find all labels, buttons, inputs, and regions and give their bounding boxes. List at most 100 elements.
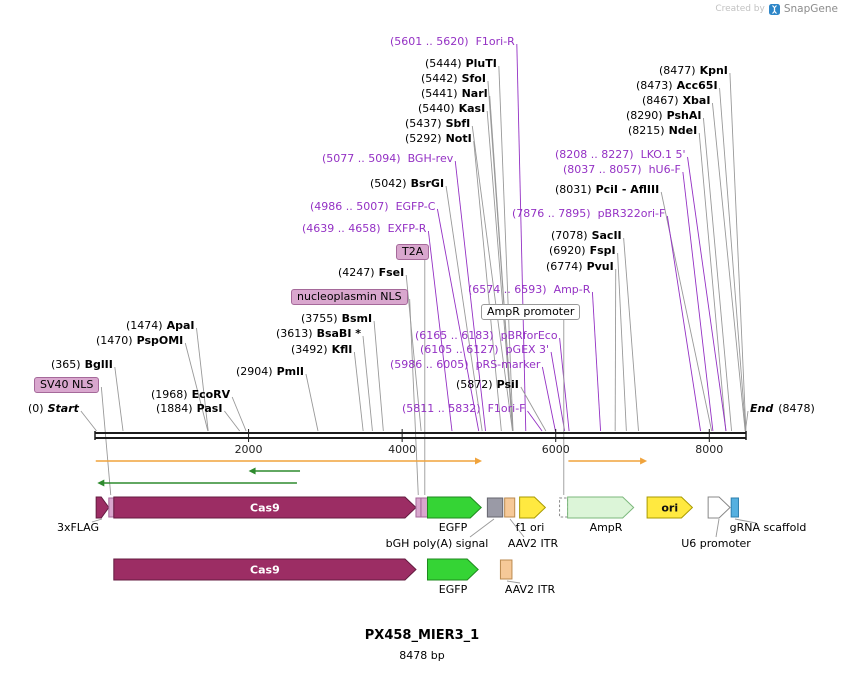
enzyme-site-label-sbfi[interactable]: (5437) SbfI (405, 117, 470, 131)
enzyme-site-label-ecorv[interactable]: (1968) EcoRV (151, 388, 230, 402)
feature-label-u6-promoter[interactable]: U6 promoter (681, 537, 751, 550)
enzyme-site-label-bsabi[interactable]: (3613) BsaBI * (276, 327, 361, 341)
leader-line (486, 110, 514, 432)
feature-egfp[interactable] (426, 558, 479, 581)
primer-label-f1ori-f[interactable]: (5811 .. 5832) F1ori-F (402, 402, 526, 416)
enzyme-site-label-sacii[interactable]: (7078) SacII (551, 229, 622, 243)
primer-label-bgh-rev[interactable]: (5077 .. 5094) BGH-rev (322, 152, 453, 166)
feature-callout-ampr-promoter[interactable]: AmpR promoter (481, 304, 581, 320)
primer-label-hu6-f[interactable]: (8037 .. 8057) hU6-F (563, 163, 681, 177)
feature-ori[interactable] (646, 496, 694, 519)
site-name: NotI (445, 132, 472, 145)
site-position: (3492) (291, 343, 328, 356)
site-name: PspOMI (136, 334, 184, 347)
site-position: (7876 .. 7895) (512, 207, 591, 220)
leader-line (80, 410, 97, 432)
feature-f1-ori[interactable] (519, 496, 547, 519)
feature-aav2-itr[interactable] (499, 559, 513, 580)
map-graphics (94, 429, 747, 581)
primer-label-f1ori-r[interactable]: (5601 .. 5620) F1ori-R (390, 35, 515, 49)
site-name: BGH-rev (407, 152, 454, 165)
site-position: (5437) (405, 117, 442, 130)
feature-label-grna-scaffold[interactable]: gRNA scaffold (729, 521, 807, 534)
leader-line (454, 160, 486, 432)
site-position: (5601 .. 5620) (390, 35, 469, 48)
feature-label-egfp[interactable]: EGFP (438, 521, 468, 534)
site-position: (3613) (276, 327, 313, 340)
primer-label-lko-1-5[interactable]: (8208 .. 8227) LKO.1 5' (555, 148, 686, 162)
sequence-ruler[interactable] (94, 429, 747, 442)
enzyme-site-label-xbai[interactable]: (8467) XbaI (642, 94, 710, 108)
primer-label-egfp-c[interactable]: (4986 .. 5007) EGFP-C (310, 200, 435, 214)
feature-sv40-nls[interactable] (108, 497, 115, 518)
feature-label-line (715, 518, 720, 538)
feature-ampr-promoter[interactable] (559, 497, 569, 518)
end-text: End (750, 402, 774, 415)
feature-label-ampr[interactable]: AmpR (589, 521, 623, 534)
feature-callout-nucleoplasmin-nls[interactable]: nucleoplasmin NLS (291, 289, 408, 305)
primer-label-amp-r[interactable]: (6574 .. 6593) Amp-R (468, 283, 590, 297)
site-position: (1884) (156, 402, 193, 415)
enzyme-site-label-pshai[interactable]: (8290) PshAI (626, 109, 701, 123)
enzyme-site-label-bglii[interactable]: (365) BglII (51, 358, 113, 372)
feature-callout-sv40-nls[interactable]: SV40 NLS (34, 377, 100, 393)
site-name: NarI (461, 87, 488, 100)
feature-grna-scaffold[interactable] (730, 497, 739, 518)
feature-egfp[interactable] (426, 496, 482, 519)
enzyme-site-label-acc65i[interactable]: (8473) Acc65I (636, 79, 718, 93)
primer-label-pbrforeco[interactable]: (6165 .. 6183) pBRforEco (415, 329, 558, 343)
enzyme-site-label-ndei[interactable]: (8215) NdeI (628, 124, 697, 138)
ruler-tick-label-6000: 6000 (541, 443, 570, 456)
feature-label-line (91, 518, 103, 523)
feature-label-egfp[interactable]: EGFP (438, 583, 468, 596)
leader-line (559, 337, 570, 432)
ruler-tick-label-8000: 8000 (695, 443, 724, 456)
feature-t2a[interactable] (420, 497, 428, 518)
watermark-brand: SnapGene (783, 3, 838, 15)
site-position: (8215) (628, 124, 665, 137)
enzyme-site-label-pluti[interactable]: (5444) PluTI (425, 57, 497, 71)
enzyme-site-label-bsrgi[interactable]: (5042) BsrGI (370, 177, 444, 191)
feature-callout-t2a[interactable]: T2A (396, 244, 430, 260)
enzyme-site-label-kfli[interactable]: (3492) KflI (291, 343, 352, 357)
primer-label-exfp-r[interactable]: (4639 .. 4658) EXFP-R (302, 222, 426, 236)
enzyme-site-label-pcii-afliii[interactable]: (8031) PciI - AflIII (555, 183, 659, 197)
site-name: PsiI (496, 378, 519, 391)
feature-ampr[interactable] (567, 496, 635, 519)
feature-label-aav2-itr[interactable]: AAV2 ITR (507, 537, 559, 550)
site-position: (1968) (151, 388, 188, 401)
enzyme-site-label-kasi[interactable]: (5440) KasI (418, 102, 485, 116)
enzyme-site-label-apai[interactable]: (1474) ApaI (126, 319, 194, 333)
enzyme-site-label-pvui[interactable]: (6774) PvuI (546, 260, 614, 274)
feature-bgh-poly-a-signal[interactable] (486, 497, 504, 518)
feature-label-3xflag[interactable]: 3xFLAG (56, 521, 100, 534)
primer-label-prs-marker[interactable]: (5986 .. 6005) pRS-marker (390, 358, 540, 372)
leader-line (427, 230, 453, 432)
enzyme-site-label-kpni[interactable]: (8477) KpnI (659, 64, 728, 78)
feature-3xflag[interactable] (95, 496, 110, 519)
feature-u6-promoter[interactable] (707, 496, 731, 519)
feature-cas9[interactable] (113, 496, 417, 519)
site-name: SbfI (445, 117, 471, 130)
leader-line (520, 386, 547, 432)
enzyme-site-label-fsei[interactable]: (4247) FseI (338, 266, 404, 280)
feature-label-f1-ori[interactable]: f1 ori (515, 521, 545, 534)
primer-label-pbr322ori-f[interactable]: (7876 .. 7895) pBR322ori-F (512, 207, 665, 221)
enzyme-site-label-fspi[interactable]: (6920) FspI (549, 244, 616, 258)
feature-nucleoplasmin-nls[interactable] (415, 497, 422, 518)
enzyme-site-label-nari[interactable]: (5441) NarI (421, 87, 488, 101)
site-name: BsrGI (410, 177, 445, 190)
enzyme-site-label-psii[interactable]: (5872) PsiI (456, 378, 519, 392)
site-name: FseI (378, 266, 405, 279)
feature-aav2-itr[interactable] (504, 497, 516, 518)
enzyme-site-label-noti[interactable]: (5292) NotI (405, 132, 472, 146)
primer-label-pgex-3[interactable]: (6105 .. 6127) pGEX 3' (420, 343, 549, 357)
feature-label-aav2-itr[interactable]: AAV2 ITR (504, 583, 556, 596)
enzyme-site-label-sfoi[interactable]: (5442) SfoI (421, 72, 486, 86)
enzyme-site-label-pasi[interactable]: (1884) PasI (156, 402, 222, 416)
enzyme-site-label-pmli[interactable]: (2904) PmlI (236, 365, 304, 379)
feature-cas9[interactable] (113, 558, 417, 581)
enzyme-site-label-pspomi[interactable]: (1470) PspOMI (96, 334, 183, 348)
enzyme-site-label-bsmi[interactable]: (3755) BsmI (301, 312, 372, 326)
feature-label-bgh-poly-a-signal[interactable]: bGH poly(A) signal (385, 537, 489, 550)
